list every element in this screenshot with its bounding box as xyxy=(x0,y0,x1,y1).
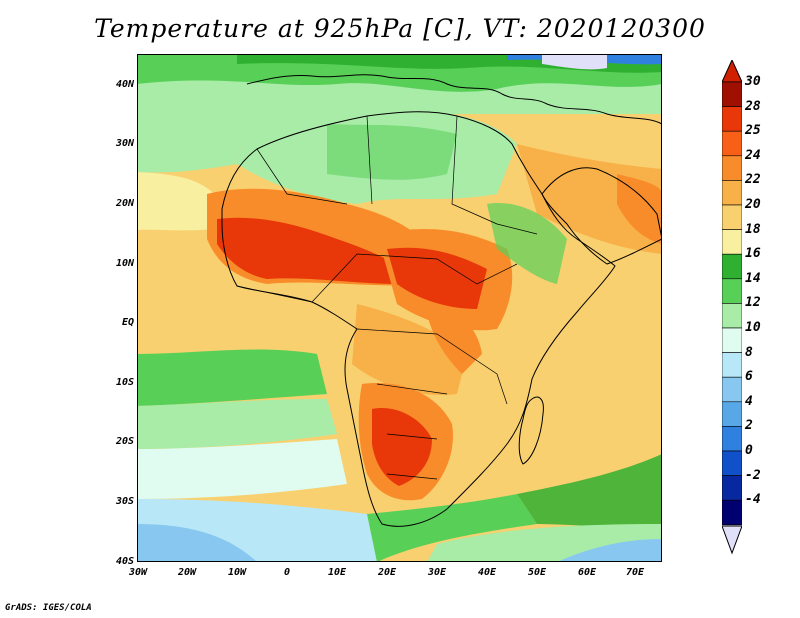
lon-label: 30W xyxy=(128,567,148,578)
lat-label: 20S xyxy=(115,436,134,447)
arabia-outline xyxy=(541,167,662,265)
colorbar-cell xyxy=(722,180,742,206)
colorbar-cell xyxy=(722,253,742,280)
field-indian-south-blue xyxy=(557,539,662,562)
colorbar-label: 12 xyxy=(745,295,761,311)
lat-label: 40S xyxy=(115,556,134,567)
lon-label: 40E xyxy=(477,567,497,578)
colorbar-label: 16 xyxy=(745,246,761,262)
europe-coast xyxy=(246,74,662,125)
field-atl-north xyxy=(137,84,247,173)
field-central-core xyxy=(387,247,487,309)
colorbar-cell xyxy=(722,352,742,378)
colorbar-cell xyxy=(722,229,742,255)
lon-label: 20W xyxy=(177,567,197,578)
field-sahara-green xyxy=(327,124,457,180)
lat-label: 20N xyxy=(115,198,134,209)
field-atl-south-lightgreen xyxy=(137,399,337,449)
colorbar-label: 25 xyxy=(745,123,761,139)
lon-label: 20E xyxy=(377,567,397,578)
lon-label: 70E xyxy=(625,567,645,578)
field-atl-south-cyan xyxy=(137,439,347,499)
grads-credit: GrADS: IGES/COLA xyxy=(5,603,92,613)
lon-label: 10W xyxy=(227,567,247,578)
lon-label: 10E xyxy=(327,567,347,578)
map-title: Temperature at 925hPa [C], VT: 202012030… xyxy=(94,14,706,43)
colorbar-cell xyxy=(722,130,742,157)
colorbar-cell xyxy=(722,278,742,304)
lat-label: 30S xyxy=(115,496,134,507)
temperature-map xyxy=(137,54,662,562)
colorbar-label: 10 xyxy=(745,320,761,335)
field-sahel-south-green xyxy=(137,349,327,406)
colorbar-cell xyxy=(722,426,742,452)
field-snow xyxy=(542,54,607,70)
colorbar-label: 28 xyxy=(745,98,761,114)
colorbar-cell xyxy=(722,303,742,329)
colorbar xyxy=(722,60,742,555)
colorbar-label: 20 xyxy=(745,197,761,212)
field-indian-south-green xyxy=(517,454,662,527)
field-arabia-hot xyxy=(617,174,662,244)
colorbar-label: 2 xyxy=(745,418,753,434)
colorbar-cell xyxy=(722,327,742,353)
field-great-lakes xyxy=(427,304,482,374)
lon-label: 50E xyxy=(527,567,547,578)
colorbar-label: -2 xyxy=(745,467,761,483)
colorbar-cell xyxy=(722,106,742,132)
field-south-tip-green xyxy=(367,494,537,562)
lon-label: 30E xyxy=(427,567,447,578)
colorbar-cell xyxy=(722,155,742,181)
colorbar-label: 6 xyxy=(745,369,753,385)
colorbar-label: 0 xyxy=(745,443,753,458)
field-horn xyxy=(487,203,567,284)
colorbar-cell xyxy=(722,499,742,526)
colorbar-label: -4 xyxy=(745,492,761,508)
colorbar-label: 30 xyxy=(745,74,761,89)
lat-label: 10S xyxy=(115,377,134,388)
colorbar-label: 18 xyxy=(745,221,761,237)
lon-label: 0 xyxy=(283,567,291,578)
colorbar-cell xyxy=(722,376,742,403)
colorbar-label: 24 xyxy=(745,147,761,163)
lat-label: 10N xyxy=(115,258,134,269)
field-congo xyxy=(352,304,467,395)
colorbar-label: 4 xyxy=(745,393,753,409)
field-atl-coast xyxy=(137,172,222,231)
field-sahel-core xyxy=(217,217,407,284)
colorbar-label: 14 xyxy=(745,270,761,286)
lon-label: 60E xyxy=(577,567,597,578)
colorbar-cell xyxy=(722,450,742,476)
colorbar-bottom-arrow xyxy=(722,525,742,555)
colorbar-top-arrow xyxy=(722,60,742,83)
colorbar-cell xyxy=(722,81,742,107)
colorbar-cell xyxy=(722,204,742,230)
colorbar-label: 22 xyxy=(745,172,761,188)
country-borders xyxy=(236,115,538,480)
field-arabia xyxy=(517,144,662,254)
field-atl-south-deep xyxy=(137,524,257,562)
colorbar-cell xyxy=(722,475,742,501)
madagascar-outline xyxy=(518,396,544,465)
lat-label: 30N xyxy=(115,138,134,149)
colorbar-cell xyxy=(722,401,742,427)
lat-label: EQ xyxy=(121,317,134,328)
field-south-core xyxy=(372,408,432,486)
colorbar-label: 8 xyxy=(745,344,753,360)
lat-label: 40N xyxy=(115,79,134,90)
